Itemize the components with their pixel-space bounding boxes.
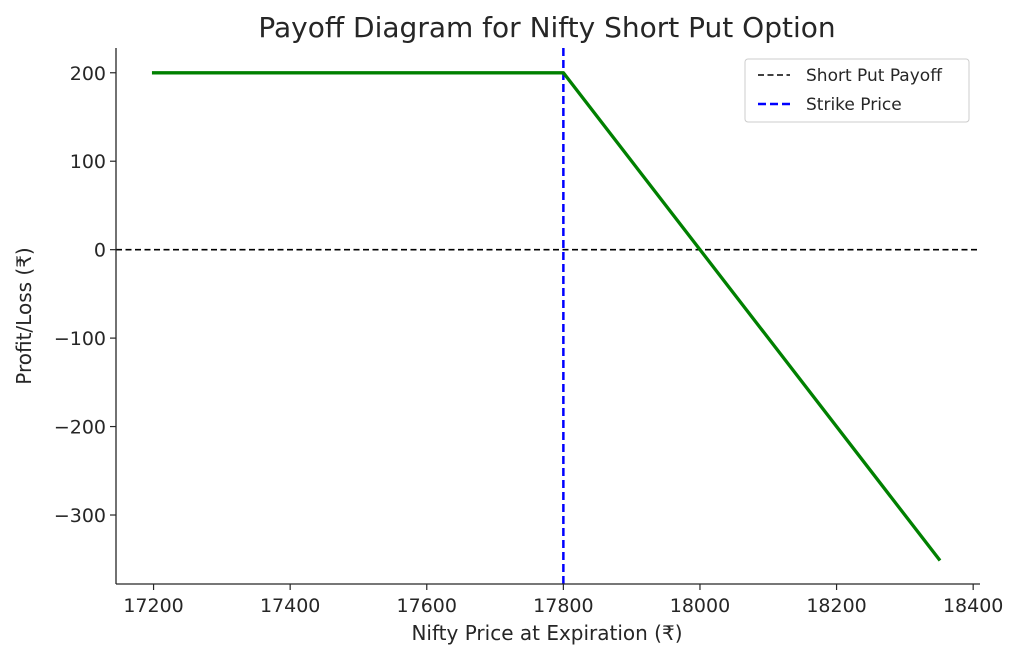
x-tick-label: 17800 <box>533 595 593 617</box>
legend-label-short-put-payoff: Short Put Payoff <box>806 66 943 86</box>
y-tick-label: 0 <box>94 240 106 262</box>
legend: Short Put Payoff Strike Price <box>744 58 970 123</box>
plot-area <box>116 48 980 584</box>
y-axis-ticks: −300 −200 −100 0 100 200 <box>54 63 116 527</box>
x-tick-label: 17200 <box>123 595 183 617</box>
x-tick-label: 18400 <box>943 595 1003 617</box>
payoff-series-line <box>151 71 942 562</box>
x-tick-label: 17600 <box>397 595 457 617</box>
y-tick-label: −300 <box>54 505 106 527</box>
x-axis-label: Nifty Price at Expiration (₹) <box>411 621 682 645</box>
x-tick-label: 18000 <box>670 595 730 617</box>
legend-label-strike-price: Strike Price <box>806 95 902 115</box>
y-tick-label: −200 <box>54 417 106 439</box>
y-tick-label: 200 <box>70 63 106 85</box>
x-tick-label: 17400 <box>260 595 320 617</box>
legend-frame <box>744 58 970 123</box>
y-tick-label: −100 <box>54 328 106 350</box>
x-axis-ticks: 17200 17400 17600 17800 18000 18200 18400 <box>123 584 1003 617</box>
y-tick-label: 100 <box>70 151 106 173</box>
x-tick-label: 18200 <box>806 595 866 617</box>
y-axis-label: Profit/Loss (₹) <box>12 247 36 384</box>
chart-title: Payoff Diagram for Nifty Short Put Optio… <box>258 11 835 44</box>
